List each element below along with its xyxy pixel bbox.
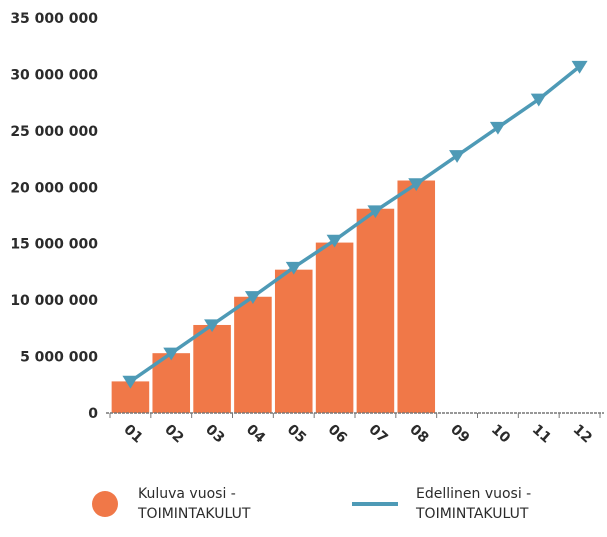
bar xyxy=(234,296,272,413)
legend-swatch-line xyxy=(352,502,398,506)
legend-swatch-bar xyxy=(92,491,118,517)
x-tick-label: 02 xyxy=(161,422,186,447)
bar xyxy=(356,208,395,413)
line-series xyxy=(122,60,588,389)
bar-series xyxy=(111,180,436,413)
line-point xyxy=(204,319,221,333)
line-point xyxy=(122,375,139,389)
x-tick-label: 07 xyxy=(366,422,391,447)
x-tick-label: 06 xyxy=(325,422,350,447)
legend-label-current-line1: Kuluva vuosi - xyxy=(138,486,236,502)
legend-label-previous-line2: TOIMINTAKULUT xyxy=(416,506,529,522)
y-tick-label: 35 000 000 xyxy=(10,11,98,27)
x-axis-ticks: 01 02 03 04 05 06 07 08 09 10 11 12 xyxy=(121,422,595,447)
x-tick-label: 08 xyxy=(406,422,431,447)
line-point xyxy=(163,347,180,361)
y-tick-label: 10 000 000 xyxy=(10,293,98,309)
legend-item-previous-year: Edellinen vuosi - TOIMINTAKULUT xyxy=(352,484,531,524)
legend-label-current-year: Kuluva vuosi - TOIMINTAKULUT xyxy=(138,484,250,524)
line-point xyxy=(408,178,425,192)
line-point xyxy=(530,93,547,107)
x-axis xyxy=(106,412,604,418)
legend-item-current-year: Kuluva vuosi - TOIMINTAKULUT xyxy=(92,484,250,524)
line-point xyxy=(571,60,588,74)
x-tick-label: 04 xyxy=(243,422,268,447)
x-tick-label: 11 xyxy=(529,422,554,447)
y-tick-label: 5 000 000 xyxy=(20,350,98,366)
legend-label-previous-line1: Edellinen vuosi - xyxy=(416,486,532,502)
x-tick-label: 03 xyxy=(202,422,227,447)
x-tick-label: 05 xyxy=(284,422,309,447)
bar xyxy=(193,324,231,413)
y-axis-ticks: 0 5 000 000 10 000 000 15 000 000 20 000 000… xyxy=(10,11,98,422)
line-point xyxy=(326,234,343,248)
y-tick-label: 15 000 000 xyxy=(10,237,98,253)
y-tick-label: 20 000 000 xyxy=(10,180,98,196)
bar xyxy=(274,269,313,413)
x-tick-label: 09 xyxy=(447,422,472,447)
line-point xyxy=(489,121,506,135)
legend-label-current-line2: TOIMINTAKULUT xyxy=(138,506,251,522)
bar xyxy=(315,242,354,413)
line-point xyxy=(285,261,302,275)
bar xyxy=(397,180,436,413)
line-point xyxy=(367,205,384,219)
y-tick-label: 0 xyxy=(88,406,98,422)
x-tick-label: 01 xyxy=(121,422,146,447)
x-tick-label: 12 xyxy=(570,422,595,447)
line-path xyxy=(129,65,581,383)
line-point xyxy=(244,291,261,304)
x-tick-label: 10 xyxy=(488,422,513,447)
y-tick-label: 30 000 000 xyxy=(10,67,98,83)
y-tick-label: 25 000 000 xyxy=(10,124,98,140)
line-point xyxy=(449,150,466,163)
legend-label-previous-year: Edellinen vuosi - TOIMINTAKULUT xyxy=(416,484,531,524)
